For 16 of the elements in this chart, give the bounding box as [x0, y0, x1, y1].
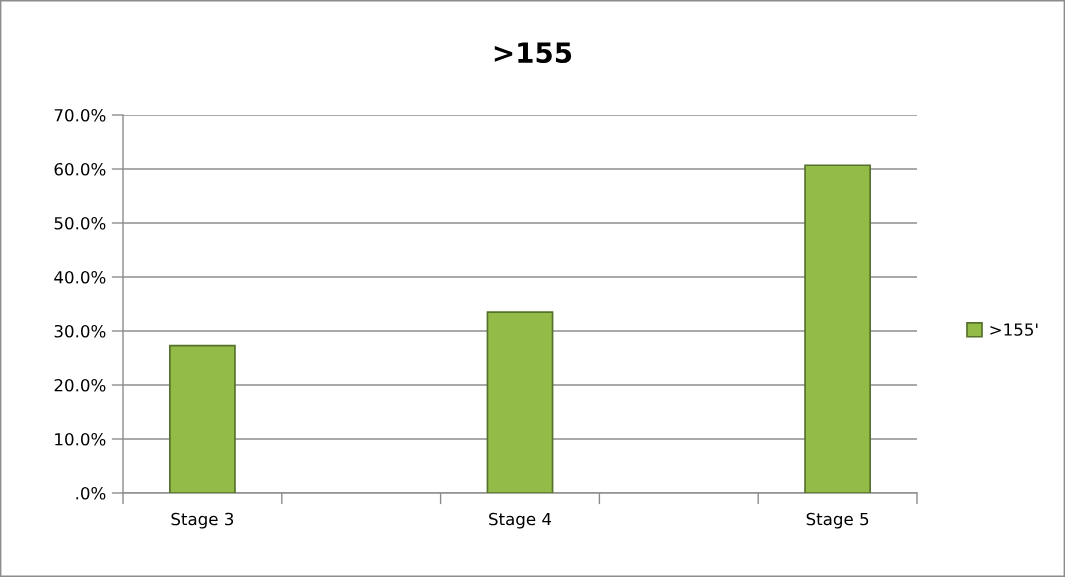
chart-title: >155 [494, 42, 572, 64]
y-tick-label: .0% [76, 486, 106, 500]
x-tick-label: Stage 5 [806, 512, 869, 529]
y-tick-label: 30.0% [54, 324, 106, 338]
y-tick-label: 70.0% [54, 108, 106, 122]
bar [486, 311, 554, 493]
y-tick-label: 60.0% [54, 162, 106, 176]
legend-label: >155' [990, 323, 1038, 336]
bar [804, 164, 871, 493]
x-tick-label: Stage 4 [489, 512, 552, 529]
y-tick-label: 50.0% [54, 216, 106, 230]
y-tick-label: 10.0% [55, 432, 106, 446]
y-tick-label: 40.0% [54, 270, 106, 284]
y-tick-label: 20.0% [54, 378, 106, 392]
bar [169, 344, 236, 493]
x-tick-label: Stage 3 [171, 512, 234, 529]
